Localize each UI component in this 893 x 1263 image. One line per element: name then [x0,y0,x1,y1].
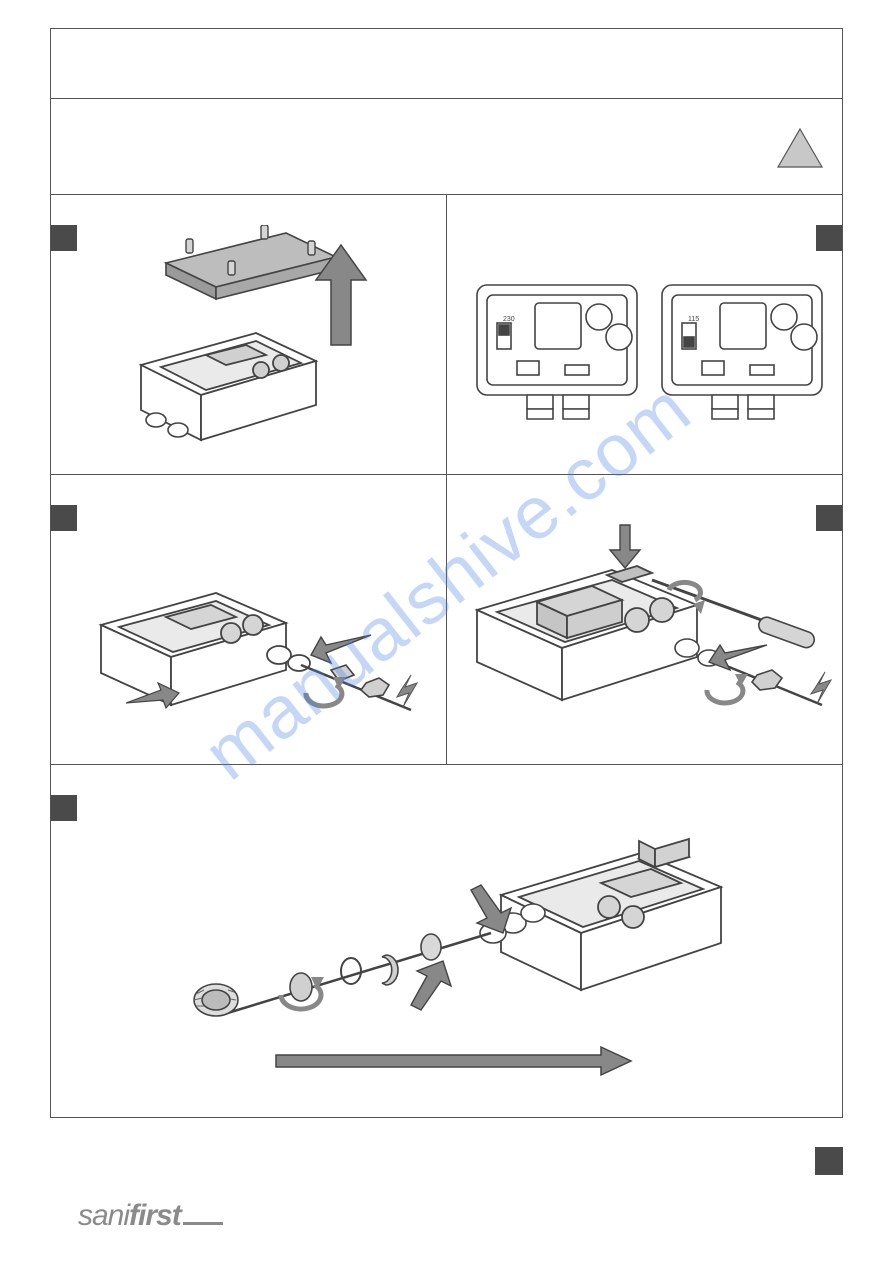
diagram-terminal-connect [457,500,837,760]
panel-5 [51,765,842,1117]
panel-4 [447,475,843,764]
step-badge-5 [51,795,77,821]
panel-1 [51,195,447,474]
page-number-badge [815,1147,843,1175]
panel-2: 230 [447,195,843,474]
diagram-cable-entry [71,525,431,745]
lightning-icon [397,675,417,707]
grid-row-1: 230 [51,195,842,475]
brand-name-light: sani [78,1199,129,1232]
title-row [51,29,842,99]
step-badge-1 [51,225,77,251]
brand-line-icon [183,1222,223,1225]
brand-logo: sanifirst [78,1199,223,1233]
label-115: 115 [688,316,699,323]
diagram-voltage-select: 230 [467,265,827,455]
diagram-gland-assembly [181,805,741,1095]
grid-row-2 [51,475,842,765]
brand-name-bold: first [129,1199,181,1232]
label-230: 230 [503,316,515,323]
step-badge-2 [816,225,842,251]
diagram-remove-lid [106,225,406,455]
warning-icon [776,127,824,169]
page-frame: 230 [50,28,843,1118]
warning-row [51,99,842,195]
panel-3 [51,475,447,764]
lightning-icon [811,672,831,704]
